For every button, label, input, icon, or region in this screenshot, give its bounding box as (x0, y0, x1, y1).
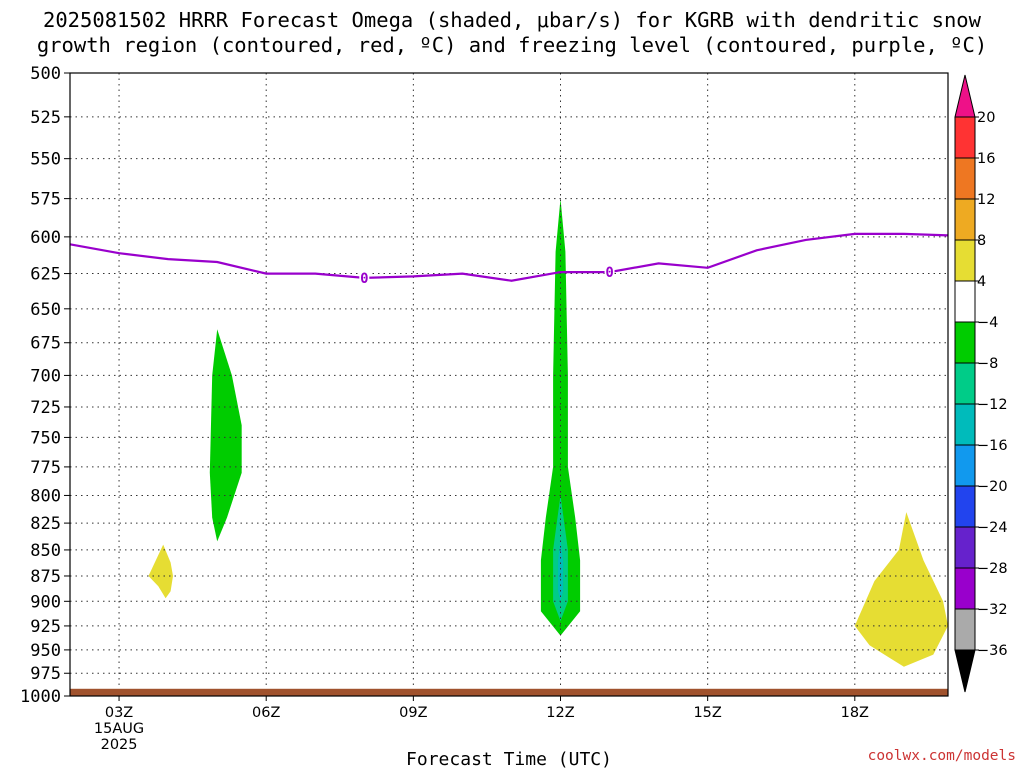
colorbar-bin-0 (954, 116, 976, 159)
colorbar-label: 12 (977, 192, 995, 208)
y-tick-label: 925 (30, 617, 61, 637)
colorbar-label: −20 (977, 479, 1008, 495)
freezing-level-label-bg (604, 265, 615, 280)
plot-frame (69, 72, 949, 697)
colorbar-bin-8 (954, 444, 976, 487)
colorbar-label: 16 (977, 151, 995, 167)
colorbar-bin-1 (954, 157, 976, 200)
y-tick-label: 800 (30, 486, 61, 506)
colorbar-bin-9 (954, 485, 976, 528)
colorbar-label: −4 (977, 315, 998, 331)
credit-text: coolwx.com/models (868, 748, 1016, 764)
y-tick-label: 725 (30, 398, 61, 418)
colorbar-label: −28 (977, 561, 1008, 577)
colorbar-label: −24 (977, 520, 1008, 536)
colorbar-label: −12 (977, 397, 1008, 413)
omega-region-1 (540, 198, 581, 636)
y-tick-label: 600 (30, 228, 61, 248)
omega-region-4 (148, 544, 173, 599)
y-tick-label: 575 (30, 190, 61, 210)
freezing-level-line (69, 232, 949, 282)
y-tick-label: 700 (30, 366, 61, 386)
omega-region-0 (209, 329, 242, 542)
chart-title-line-1: 2025081502 HRRR Forecast Omega (shaded, … (43, 8, 981, 32)
colorbar-bin-5 (954, 321, 976, 364)
y-tick-label: 950 (30, 641, 61, 661)
x-tick-sublabel: 15AUG (94, 721, 144, 737)
y-tick-label: 850 (30, 541, 61, 561)
omega-region-3 (558, 539, 563, 602)
x-tick-label: 06Z (252, 705, 280, 721)
x-tick-label: 15Z (693, 705, 721, 721)
x-tick-sublabel: 2025 (101, 737, 138, 753)
colorbar-label: −8 (977, 356, 998, 372)
omega-shading (148, 198, 948, 667)
colorbar-label: 4 (977, 274, 986, 290)
y-tick-label: 975 (30, 664, 61, 684)
y-tick-label: 875 (30, 567, 61, 587)
colorbar-label: −32 (977, 602, 1008, 618)
colorbar: 20 16 12 8 4 −4 −8 −12 −16 −20 −24 −28 −32 −36 (954, 74, 1008, 693)
colorbar-bin-2 (954, 198, 976, 241)
colorbar-bin-7 (954, 403, 976, 446)
colorbar-top-arrow (954, 74, 976, 118)
colorbar-label: −36 (977, 643, 1008, 659)
y-axis: 500 525 550 575 600 625 650 675 700 725 750 775 800 8… (20, 64, 70, 707)
y-tick-label: 625 (30, 265, 61, 285)
colorbar-bin-10 (954, 526, 976, 569)
freezing-level-label: 0 (360, 271, 368, 287)
y-tick-label: 750 (30, 428, 61, 448)
x-tick-label: 12Z (546, 705, 574, 721)
colorbar-label: 20 (977, 110, 995, 126)
omega-region-5 (854, 512, 948, 667)
colorbar-bin-4 (954, 280, 976, 323)
freezing-level-label-bg (359, 270, 370, 285)
colorbar-label: −16 (977, 438, 1008, 454)
colorbar-bin-6 (954, 362, 976, 405)
y-tick-label: 525 (30, 108, 61, 128)
y-tick-label: 550 (30, 150, 61, 170)
x-axis-label: Forecast Time (UTC) (406, 749, 612, 768)
colorbar-bin-11 (954, 567, 976, 610)
y-tick-label: 1000 (20, 687, 61, 707)
colorbar-bin-3 (954, 239, 976, 282)
grid-lines (70, 72, 948, 696)
x-tick-label: 03Z (105, 705, 133, 721)
x-tick-label: 09Z (399, 705, 427, 721)
y-tick-label: 650 (30, 300, 61, 320)
y-tick-label: 775 (30, 458, 61, 478)
x-tick-label: 18Z (841, 705, 869, 721)
colorbar-bottom-arrow (954, 649, 976, 693)
colorbar-label: 8 (977, 233, 986, 249)
colorbar-bin-12 (954, 608, 976, 651)
chart-title-line-2: growth region (contoured, red, ºC) and f… (36, 33, 988, 57)
y-tick-label: 675 (30, 334, 61, 354)
freezing-level-label: 0 (605, 265, 613, 281)
y-tick-label: 900 (30, 592, 61, 612)
ground-band (70, 688, 948, 696)
y-tick-label: 825 (30, 514, 61, 534)
y-tick-label: 500 (30, 64, 61, 84)
